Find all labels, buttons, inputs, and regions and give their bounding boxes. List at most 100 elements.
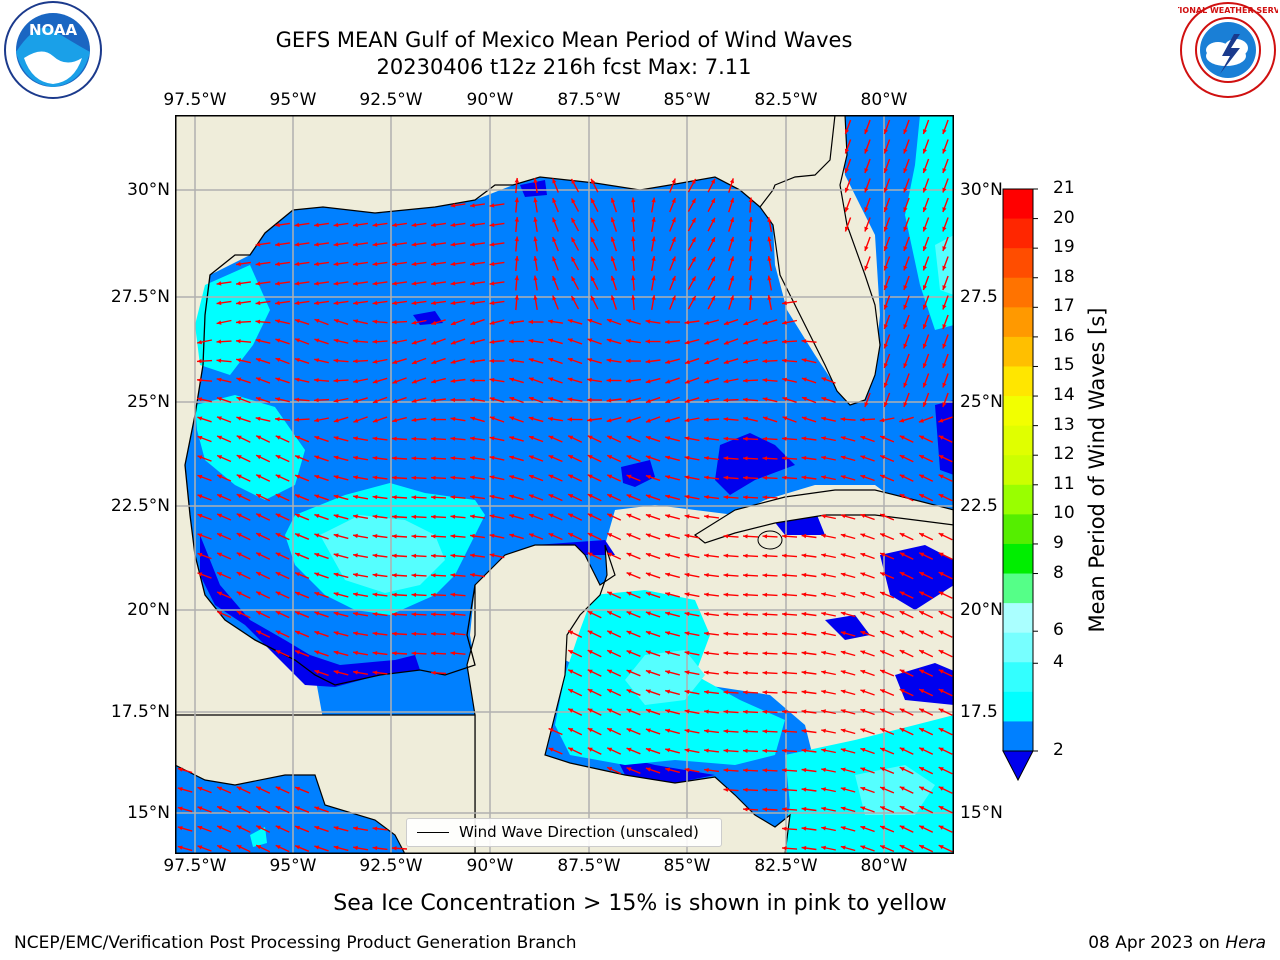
wave-arrow-head bbox=[587, 318, 593, 323]
wave-arrow-head bbox=[275, 786, 281, 791]
wave-arrow-head bbox=[591, 178, 596, 184]
wave-arrow-head bbox=[665, 379, 671, 384]
colorbar-tick-label: 18 bbox=[1053, 266, 1075, 287]
wave-arrow-head bbox=[606, 418, 612, 423]
wave-arrow-head bbox=[704, 514, 709, 519]
wave-arrow-head bbox=[548, 319, 553, 324]
wave-arrow-head bbox=[801, 767, 807, 773]
wave-arrow-head bbox=[392, 514, 397, 519]
wave-arrow-head bbox=[275, 281, 280, 286]
wave-arrow-head bbox=[864, 265, 869, 271]
wave-arrow-head bbox=[723, 631, 729, 636]
wave-arrow-head bbox=[197, 474, 203, 479]
bottom-lon-tick: 92.5°W bbox=[359, 856, 423, 876]
wave-arrow-head bbox=[353, 826, 358, 831]
wave-arrow-head bbox=[548, 728, 554, 733]
wave-arrow-head bbox=[197, 494, 203, 499]
wave-arrow-head bbox=[821, 709, 826, 714]
wave-arrow-head bbox=[295, 494, 300, 499]
wave-arrow-head bbox=[255, 281, 261, 286]
wave-arrow-head bbox=[684, 592, 690, 597]
wave-arrow-head bbox=[671, 237, 676, 242]
wave-arrow-head bbox=[729, 178, 734, 184]
wave-arrow-head bbox=[626, 630, 632, 635]
wave-arrow-head bbox=[489, 514, 495, 519]
wave-arrow-head bbox=[844, 207, 849, 212]
wave-arrow-head bbox=[314, 650, 320, 655]
wave-arrow-head bbox=[704, 612, 709, 617]
wave-arrow-head bbox=[883, 246, 888, 251]
wave-arrow-head bbox=[197, 397, 203, 402]
wave-arrow-head bbox=[743, 553, 748, 558]
wave-arrow-head bbox=[626, 689, 632, 694]
wave-arrow-head bbox=[256, 572, 262, 577]
wave-arrow-head bbox=[431, 340, 437, 345]
wave-arrow-head bbox=[899, 650, 905, 655]
wave-arrow-head bbox=[899, 767, 905, 772]
wave-arrow-head bbox=[607, 650, 613, 655]
wave-arrow-head bbox=[236, 806, 242, 811]
wave-arrow-head bbox=[762, 456, 768, 461]
wave-arrow-head bbox=[333, 338, 339, 343]
wave-arrow-head bbox=[665, 359, 671, 364]
wave-arrow-head bbox=[470, 222, 475, 228]
wave-arrow-head bbox=[197, 845, 203, 850]
wave-arrow-head bbox=[314, 418, 319, 423]
wave-arrow-head bbox=[392, 846, 397, 851]
wave-arrow-head bbox=[275, 806, 281, 811]
wave-arrow-head bbox=[256, 786, 262, 791]
wave-arrow-head bbox=[450, 592, 456, 597]
bottom-lon-tick: 85°W bbox=[663, 856, 711, 876]
wave-arrow-head bbox=[942, 226, 947, 232]
wave-arrow-head bbox=[743, 748, 748, 753]
wave-arrow-head bbox=[665, 418, 671, 423]
wave-arrow-head bbox=[217, 845, 223, 850]
wave-arrow-head bbox=[431, 573, 436, 578]
wave-arrow-head bbox=[275, 357, 281, 362]
wave-arrow-head bbox=[411, 612, 417, 617]
colorbar-segment bbox=[1003, 603, 1033, 634]
wave-arrow-head bbox=[860, 825, 866, 830]
wave-arrow-head bbox=[762, 553, 768, 558]
wave-arrow-head bbox=[509, 533, 515, 538]
wave-arrow-head bbox=[568, 455, 574, 460]
wave-arrow-head bbox=[411, 534, 417, 539]
colorbar bbox=[1002, 188, 1038, 782]
graticule bbox=[175, 115, 954, 854]
wave-arrow-head bbox=[333, 533, 339, 538]
wave-arrow-head bbox=[275, 513, 281, 518]
wave-arrow-head bbox=[684, 631, 690, 636]
wave-arrow-head bbox=[353, 300, 358, 306]
noaa-logo: NOAA bbox=[4, 1, 102, 99]
wave-arrow-head bbox=[631, 256, 636, 261]
wave-arrow-head bbox=[411, 261, 417, 267]
wave-arrow-head bbox=[450, 281, 456, 286]
wave-arrow-head bbox=[782, 846, 787, 851]
wave-arrow-head bbox=[801, 650, 807, 656]
wave-arrow-head bbox=[821, 845, 826, 850]
chart-subtitle: 20230406 t12z 216h fcst Max: 7.11 bbox=[376, 55, 752, 79]
wave-arrow-head bbox=[903, 246, 908, 251]
wave-arrow-head bbox=[450, 340, 456, 345]
wave-arrow-head bbox=[626, 552, 632, 557]
wave-arrow-head bbox=[782, 534, 787, 539]
wave-arrow-head bbox=[533, 295, 538, 300]
wave-arrow-head bbox=[651, 197, 656, 203]
wave-arrow-head bbox=[684, 398, 690, 403]
wave-arrow-head bbox=[723, 417, 729, 422]
bottom-lon-tick: 87.5°W bbox=[557, 856, 621, 876]
wave-arrow-head bbox=[514, 178, 519, 183]
wave-arrow-head bbox=[860, 669, 866, 674]
wave-arrow-head bbox=[631, 275, 636, 281]
wave-arrow-head bbox=[903, 187, 908, 193]
wave-arrow-head bbox=[431, 261, 436, 267]
wave-arrow-head bbox=[880, 786, 886, 791]
left-lat-tick: 27.5°N bbox=[110, 287, 170, 307]
wave-arrow-head bbox=[431, 436, 436, 441]
wave-arrow-head bbox=[762, 416, 768, 421]
wave-arrow-head bbox=[548, 747, 554, 752]
wave-arrow-head bbox=[860, 786, 866, 791]
wave-arrow-head bbox=[762, 631, 768, 636]
wave-arrow-head bbox=[645, 553, 651, 558]
wave-arrow-head bbox=[333, 281, 339, 286]
